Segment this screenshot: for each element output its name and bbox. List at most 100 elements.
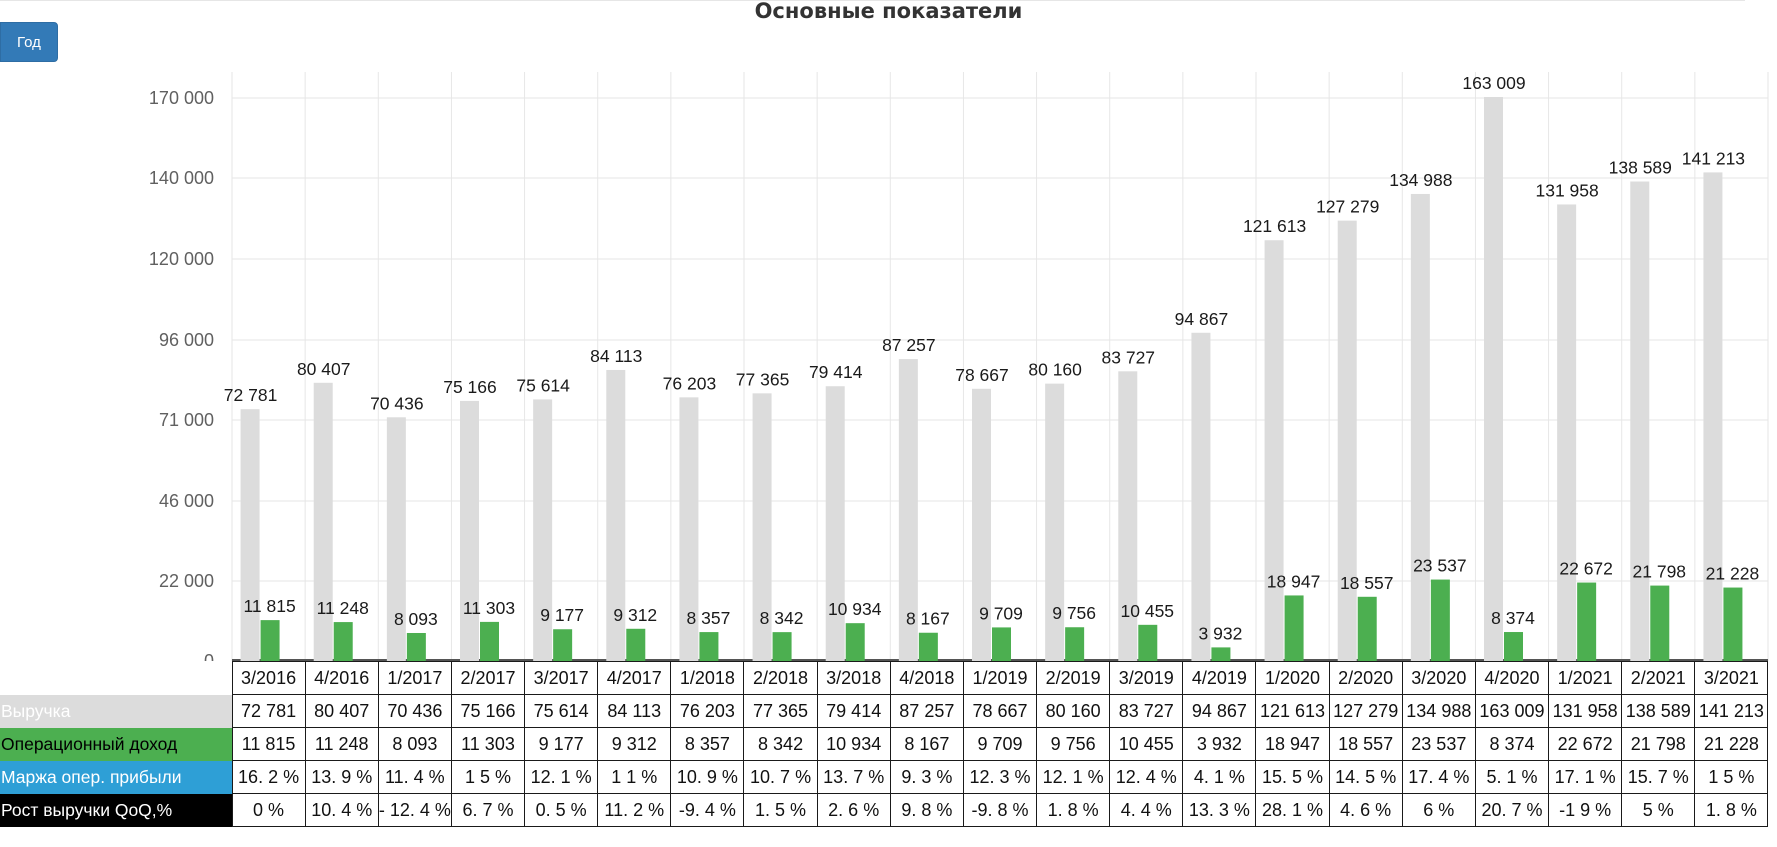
revenue-value-label: 80 407 bbox=[297, 359, 351, 379]
period-header-cell: 3/2020 bbox=[1401, 661, 1476, 695]
value-cell: 83 727 bbox=[1109, 694, 1184, 728]
revenue-bar bbox=[1557, 204, 1577, 661]
period-header-cell: 2/2021 bbox=[1621, 661, 1696, 695]
value-cell: 4. 4 % bbox=[1109, 793, 1184, 827]
value-cell: 9 177 bbox=[524, 727, 599, 761]
value-cell: 21 228 bbox=[1694, 727, 1769, 761]
value-cell: 8 167 bbox=[889, 727, 964, 761]
value-cell: 121 613 bbox=[1255, 694, 1330, 728]
operating-income-value-label: 11 815 bbox=[243, 596, 295, 616]
value-cell: 6. 7 % bbox=[450, 793, 526, 827]
value-cell: 1 5 % bbox=[1694, 760, 1769, 794]
value-cell: 8 374 bbox=[1474, 727, 1550, 761]
operating-income-bar bbox=[1211, 647, 1231, 661]
value-cell: 12. 4 % bbox=[1109, 760, 1184, 794]
revenue-value-label: 77 365 bbox=[736, 369, 790, 389]
operating-income-value-label: 21 228 bbox=[1706, 564, 1760, 584]
operating-income-bar bbox=[260, 620, 280, 661]
revenue-bar bbox=[1118, 371, 1138, 661]
y-tick-label: 0 bbox=[204, 651, 214, 661]
value-cell: 70 436 bbox=[377, 694, 452, 728]
revenue-value-label: 163 009 bbox=[1462, 73, 1525, 93]
revenue-bar bbox=[825, 386, 845, 661]
value-cell: 11 815 bbox=[231, 727, 306, 761]
revenue-bar bbox=[898, 359, 918, 661]
operating-income-value-label: 23 537 bbox=[1413, 556, 1467, 576]
revenue-value-label: 127 279 bbox=[1316, 197, 1379, 217]
revenue-value-label: 84 113 bbox=[590, 346, 642, 366]
revenue-value-label: 72 781 bbox=[224, 385, 278, 405]
operating-income-value-label: 8 374 bbox=[1491, 608, 1535, 628]
operating-income-value-label: 18 947 bbox=[1267, 571, 1321, 591]
period-header-cell: 1/2017 bbox=[377, 661, 452, 695]
value-cell: 13. 9 % bbox=[304, 760, 379, 794]
value-cell: 18 557 bbox=[1328, 727, 1403, 761]
value-cell: 18 947 bbox=[1255, 727, 1330, 761]
period-header-cell: 3/2021 bbox=[1694, 661, 1769, 695]
operating-income-bar bbox=[1357, 596, 1377, 661]
period-year-button[interactable]: Год bbox=[0, 22, 58, 62]
revenue-bar bbox=[313, 382, 333, 661]
value-cell: 87 257 bbox=[889, 694, 964, 728]
value-cell: 23 537 bbox=[1401, 727, 1476, 761]
value-cell: 9 756 bbox=[1036, 727, 1111, 761]
row-label-cell: Операционный доход bbox=[0, 727, 233, 761]
y-tick-label: 71 000 bbox=[159, 410, 214, 430]
revenue-bar bbox=[1703, 172, 1723, 661]
operating-income-bar bbox=[1138, 624, 1158, 661]
y-tick-label: 140 000 bbox=[149, 168, 214, 188]
value-cell: 78 667 bbox=[962, 694, 1038, 728]
table-row: Маржа опер. прибыли 16. 2 % 13. 9 % 11. 4 %… bbox=[0, 760, 1769, 794]
value-cell: - 12. 4 % bbox=[377, 793, 452, 827]
operating-income-value-label: 10 455 bbox=[1121, 601, 1175, 621]
value-cell: 9 312 bbox=[597, 727, 672, 761]
revenue-bar bbox=[240, 409, 260, 661]
revenue-bar bbox=[1045, 383, 1065, 661]
operating-income-bar bbox=[772, 632, 792, 661]
operating-income-value-label: 8 342 bbox=[760, 608, 804, 628]
chart-title: Основные показатели bbox=[754, 0, 1023, 23]
operating-income-bar bbox=[918, 632, 938, 661]
revenue-bar bbox=[460, 400, 479, 661]
operating-income-bar bbox=[1577, 582, 1597, 661]
value-cell: 72 781 bbox=[231, 694, 306, 728]
value-cell: 131 958 bbox=[1548, 694, 1623, 728]
value-cell: 14. 5 % bbox=[1328, 760, 1403, 794]
value-cell: 134 988 bbox=[1401, 694, 1476, 728]
revenue-value-label: 134 988 bbox=[1389, 170, 1452, 190]
operating-income-bar bbox=[1723, 587, 1743, 661]
value-cell: 13. 3 % bbox=[1182, 793, 1257, 827]
period-header-cell: 2/2020 bbox=[1328, 661, 1403, 695]
table-corner-cell bbox=[0, 661, 233, 695]
revenue-value-label: 141 213 bbox=[1682, 148, 1745, 168]
value-cell: -9. 8 % bbox=[962, 793, 1038, 827]
value-cell: 21 798 bbox=[1621, 727, 1696, 761]
revenue-value-label: 79 414 bbox=[809, 362, 863, 382]
period-header-cell: 1/2020 bbox=[1255, 661, 1330, 695]
revenue-bar bbox=[386, 417, 406, 661]
revenue-bar bbox=[1484, 97, 1503, 661]
operating-income-value-label: 8 093 bbox=[394, 609, 438, 629]
value-cell: 11. 4 % bbox=[377, 760, 452, 794]
operating-income-bar bbox=[1650, 585, 1670, 661]
operating-income-value-label: 21 798 bbox=[1633, 562, 1687, 582]
value-cell: 15. 7 % bbox=[1621, 760, 1696, 794]
revenue-value-label: 94 867 bbox=[1175, 309, 1229, 329]
value-cell: 8 093 bbox=[377, 727, 452, 761]
value-cell: 1 1 % bbox=[597, 760, 672, 794]
value-cell: 4. 6 % bbox=[1328, 793, 1403, 827]
y-tick-label: 120 000 bbox=[149, 249, 214, 269]
value-cell: 141 213 bbox=[1694, 694, 1769, 728]
value-cell: 0 % bbox=[231, 793, 306, 827]
value-cell: 94 867 bbox=[1182, 694, 1257, 728]
row-label-cell: Маржа опер. прибыли bbox=[0, 760, 233, 794]
operating-income-bar bbox=[1065, 627, 1085, 661]
value-cell: 15. 5 % bbox=[1255, 760, 1330, 794]
value-cell: 138 589 bbox=[1621, 694, 1696, 728]
revenue-value-label: 131 958 bbox=[1536, 180, 1599, 200]
top-divider bbox=[0, 0, 1745, 1]
value-cell: 10. 7 % bbox=[743, 760, 818, 794]
value-cell: 10 455 bbox=[1109, 727, 1184, 761]
value-cell: 17. 1 % bbox=[1548, 760, 1623, 794]
revenue-bar bbox=[1630, 181, 1650, 661]
